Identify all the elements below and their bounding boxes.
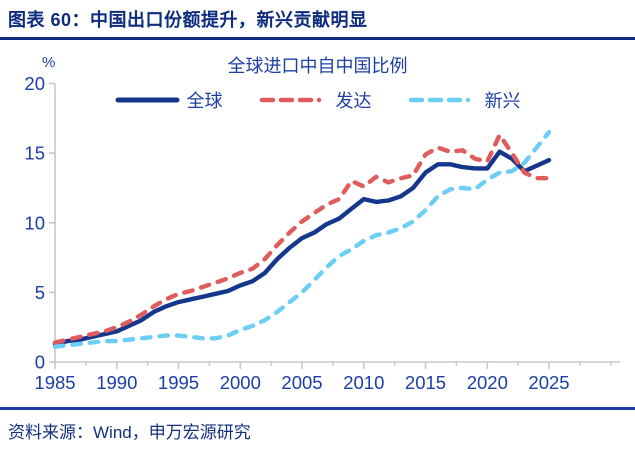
legend-swatch-dashed-line bbox=[259, 97, 327, 103]
series-line-emerging bbox=[52, 129, 552, 349]
x-tick-label: 1990 bbox=[96, 372, 137, 393]
legend-item-developed: 发达 bbox=[259, 87, 372, 113]
x-tick-label: 1995 bbox=[158, 372, 199, 393]
header-underline bbox=[0, 37, 635, 40]
data-source-note: 资料来源：Wind，申万宏源研究 bbox=[8, 423, 251, 442]
x-tick-label: 2025 bbox=[528, 372, 569, 393]
x-tick-label: 2000 bbox=[220, 372, 261, 393]
legend-item-emerging: 新兴 bbox=[408, 87, 521, 113]
legend-swatch-solid-line bbox=[115, 97, 179, 103]
y-axis-unit-label: % bbox=[42, 54, 56, 71]
series-line-developed bbox=[52, 132, 552, 345]
legend-label: 全球 bbox=[186, 91, 223, 111]
y-tick-label: 15 bbox=[24, 143, 45, 164]
chart-legend: 全球 发达 新兴 bbox=[0, 89, 635, 111]
series-line-global bbox=[52, 149, 552, 347]
x-tick-label: 2005 bbox=[281, 372, 322, 393]
y-tick-label: 10 bbox=[24, 212, 45, 233]
x-tick-label: 2020 bbox=[467, 372, 508, 393]
legend-label: 发达 bbox=[335, 91, 372, 111]
chart-title: 全球进口中自中国比例 bbox=[227, 56, 408, 76]
figure-header-title: 图表 60：中国出口份额提升，新兴贡献明显 bbox=[8, 10, 368, 30]
legend-item-global: 全球 bbox=[115, 87, 223, 113]
footer-divider bbox=[0, 407, 635, 410]
y-tick-label: 5 bbox=[35, 282, 45, 303]
x-tick-label: 2015 bbox=[405, 372, 446, 393]
y-tick-label: 20 bbox=[24, 73, 45, 94]
x-tick-label: 2010 bbox=[343, 372, 384, 393]
legend-swatch-dashed-line bbox=[408, 97, 476, 103]
x-tick-label: 1985 bbox=[34, 372, 75, 393]
y-tick-label: 0 bbox=[35, 352, 45, 373]
legend-label: 新兴 bbox=[484, 91, 521, 111]
